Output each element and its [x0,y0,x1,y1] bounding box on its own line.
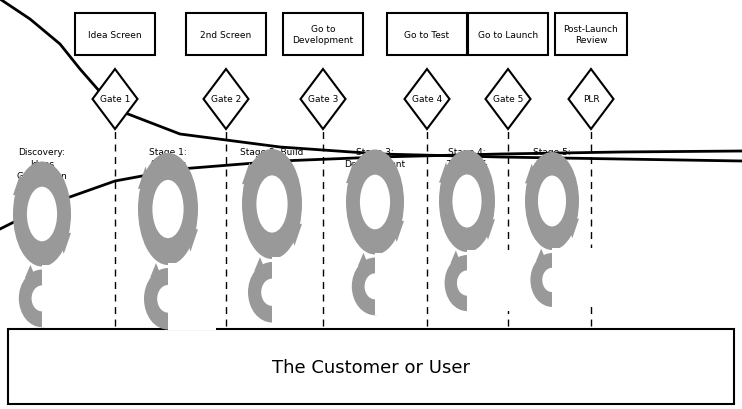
Text: Post-Launch
Review: Post-Launch Review [564,25,618,45]
Polygon shape [565,219,579,239]
FancyBboxPatch shape [283,14,363,56]
Text: Stage 4:
Testing &
Validation: Stage 4: Testing & Validation [444,148,490,180]
Ellipse shape [157,285,179,313]
Text: Gate 1: Gate 1 [100,95,130,104]
Polygon shape [485,70,531,130]
Text: Gate 2: Gate 2 [211,95,241,104]
Ellipse shape [152,180,183,238]
Polygon shape [138,167,153,189]
Polygon shape [390,221,404,242]
Ellipse shape [439,151,495,252]
Polygon shape [287,224,302,246]
Polygon shape [203,70,249,130]
Ellipse shape [457,271,477,296]
Text: Idea Screen: Idea Screen [88,30,142,39]
Polygon shape [525,164,539,184]
Polygon shape [439,163,453,183]
Text: Gate 3: Gate 3 [308,95,338,104]
Ellipse shape [242,150,302,259]
Text: The Customer or User: The Customer or User [272,358,470,376]
FancyBboxPatch shape [186,14,266,56]
Ellipse shape [248,262,296,323]
Bar [272,257,320,323]
Polygon shape [450,251,462,264]
Ellipse shape [138,154,198,265]
Ellipse shape [13,162,71,267]
Polygon shape [93,70,137,130]
Text: Stage 2: Build
Business
Case: Stage 2: Build Business Case [240,148,303,180]
Ellipse shape [144,268,192,330]
Polygon shape [183,229,198,252]
Ellipse shape [542,268,562,292]
Ellipse shape [453,175,482,228]
Polygon shape [242,163,257,185]
Ellipse shape [346,150,404,255]
Bar [552,248,595,307]
Text: Stage 1:
Scoping: Stage 1: Scoping [149,148,187,169]
Ellipse shape [538,176,566,227]
Polygon shape [301,70,346,130]
Polygon shape [346,163,361,184]
Bar [467,250,512,311]
Ellipse shape [364,274,385,300]
Ellipse shape [352,258,398,315]
Polygon shape [13,175,27,196]
Ellipse shape [525,153,579,250]
Text: Stage 3:
Development: Stage 3: Development [344,148,406,169]
Bar [375,253,421,315]
Ellipse shape [257,176,288,233]
Polygon shape [24,265,36,279]
Text: Go to
Development: Go to Development [292,25,353,45]
Text: Discovery:
Ideas
Generation: Discovery: Ideas Generation [16,148,68,180]
Polygon shape [358,253,369,267]
Bar [42,265,88,328]
Ellipse shape [19,270,65,328]
Polygon shape [56,233,71,254]
Text: Gate 5: Gate 5 [493,95,523,104]
Text: Stage 5:
Launch: Stage 5: Launch [533,148,571,169]
Bar [168,263,216,330]
Polygon shape [150,263,162,278]
Polygon shape [255,258,266,272]
FancyBboxPatch shape [555,14,627,56]
Ellipse shape [360,175,390,230]
Ellipse shape [531,254,574,307]
Polygon shape [404,70,450,130]
Ellipse shape [261,279,283,306]
Ellipse shape [27,187,57,242]
Polygon shape [536,249,546,261]
FancyBboxPatch shape [468,14,548,56]
FancyBboxPatch shape [387,14,467,56]
Polygon shape [568,70,614,130]
Text: 2nd Screen: 2nd Screen [200,30,252,39]
Polygon shape [481,220,495,240]
Text: Go to Test: Go to Test [404,30,450,39]
Ellipse shape [444,255,490,311]
FancyBboxPatch shape [75,14,155,56]
Text: Go to Launch: Go to Launch [478,30,538,39]
Ellipse shape [32,285,53,312]
Text: PLR: PLR [582,95,600,104]
FancyBboxPatch shape [8,329,734,404]
Text: Gate 4: Gate 4 [412,95,442,104]
